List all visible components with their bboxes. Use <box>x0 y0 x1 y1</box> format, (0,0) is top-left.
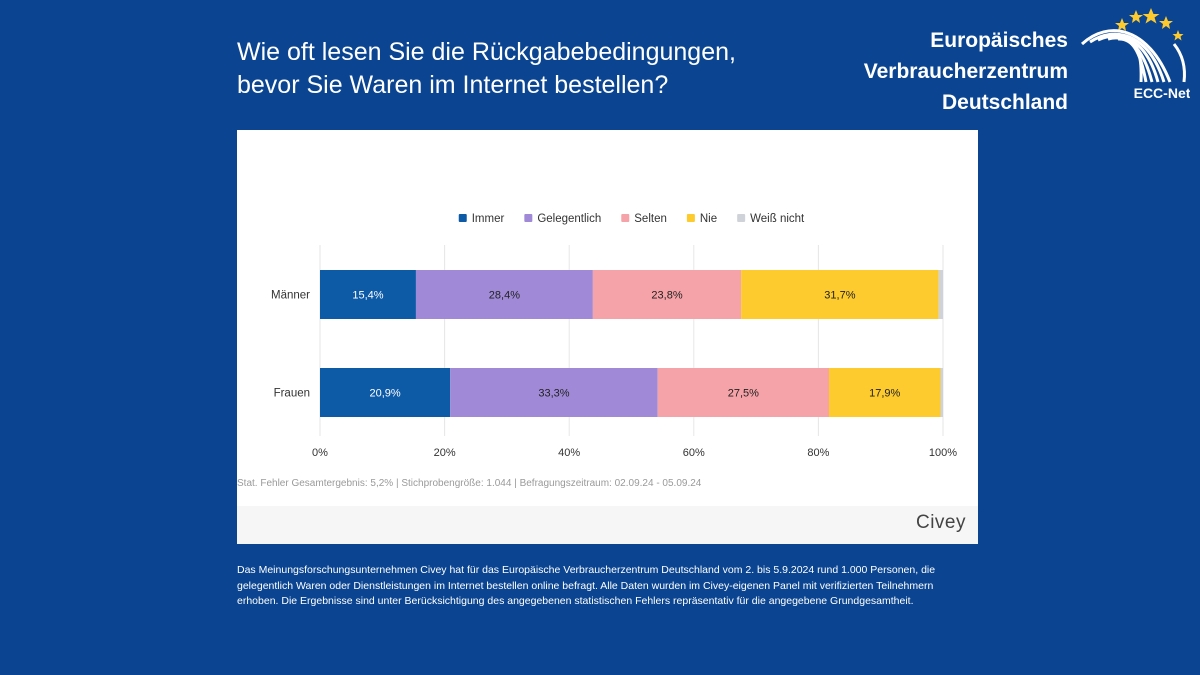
x-tick-label-1: 20% <box>434 447 456 459</box>
x-tick-label-0: 0% <box>312 447 328 459</box>
data-label-0-3: 31,7% <box>824 290 855 302</box>
x-tick-label-3: 60% <box>683 447 705 459</box>
title-line-1: Wie oft lesen Sie die Rückgabebedingunge… <box>237 38 736 66</box>
stars-icon <box>1115 8 1184 41</box>
logo-text: ECC-Net <box>1134 85 1190 101</box>
brand-name: Europäisches Verbraucherzentrum Deutschl… <box>864 25 1068 118</box>
legend-swatch-4 <box>737 214 746 222</box>
x-tick-label-5: 100% <box>929 447 957 459</box>
survey-note: Stat. Fehler Gesamtergebnis: 5,2% | Stic… <box>237 478 702 489</box>
legend-label-0: Immer <box>472 213 505 225</box>
brand-line-1: Europäisches <box>930 29 1068 52</box>
bar-1-0 <box>320 368 451 417</box>
category-label-0: Männer <box>271 290 310 302</box>
civey-brand: Civey <box>915 512 966 533</box>
bar-0-3 <box>741 270 939 319</box>
ecc-net-logo: ECC-Net <box>1080 8 1190 101</box>
legend-swatch-2 <box>621 214 630 222</box>
data-label-1-3: 17,9% <box>869 388 900 400</box>
data-label-1-0: 20,9% <box>370 388 401 400</box>
swoosh-icon <box>1080 29 1186 83</box>
page-title: Wie oft lesen Sie die Rückgabebedingunge… <box>237 36 736 102</box>
bar-1-4 <box>940 368 943 417</box>
legend-label-1: Gelegentlich <box>537 213 601 225</box>
card-footer: Civey <box>237 506 978 544</box>
legend-swatch-3 <box>686 214 695 222</box>
bar-1-3 <box>828 368 941 417</box>
title-line-2: bevor Sie Waren im Internet bestellen? <box>237 71 669 99</box>
x-tick-label-4: 80% <box>807 447 829 459</box>
data-label-0-0: 15,4% <box>352 290 383 302</box>
bar-1-2 <box>657 368 829 417</box>
data-label-0-1: 28,4% <box>489 290 520 302</box>
brand-line-2: Verbraucherzentrum <box>863 60 1068 83</box>
legend-swatch-0 <box>458 214 467 222</box>
legend-label-3: Nie <box>700 213 717 225</box>
bar-0-2 <box>592 270 742 319</box>
bar-0-1 <box>415 270 593 319</box>
data-label-0-2: 23,8% <box>651 290 682 302</box>
legend-label-2: Selten <box>634 213 667 225</box>
x-tick-label-2: 40% <box>558 447 580 459</box>
legend-swatch-1 <box>524 214 533 222</box>
bar-1-1 <box>450 368 658 417</box>
survey-description: Das Meinungsforschungsunternehmen Civey … <box>237 564 936 607</box>
data-label-1-1: 33,3% <box>538 388 569 400</box>
data-label-1-2: 27,5% <box>728 388 759 400</box>
legend-label-4: Weiß nicht <box>750 213 805 225</box>
chart-card: 0% 20% 40% 60% 80% 100% Immer Gelegentlich Selte… <box>237 130 978 544</box>
bar-0-4 <box>938 270 943 319</box>
brand-line-3: Deutschland <box>941 91 1068 114</box>
stacked-bar-chart: 0% 20% 40% 60% 80% 100% Immer Gelegentlich Selte… <box>271 213 957 459</box>
bar-0-0 <box>320 270 416 319</box>
category-label-1: Frauen <box>274 388 310 400</box>
